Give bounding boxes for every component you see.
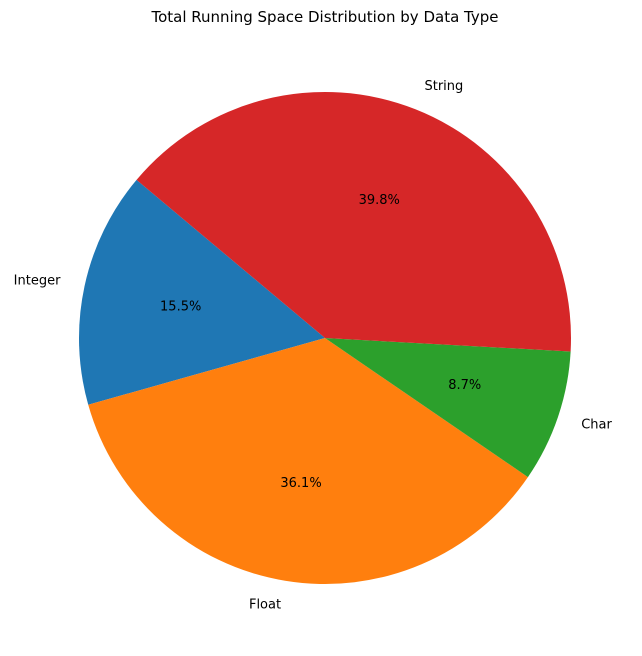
pct-label-float: 36.1%: [280, 476, 321, 491]
pct-label-integer: 15.5%: [160, 299, 201, 314]
pie-labels: Integer 15.5% Float 36.1% Char 8.7% String 39.8…: [14, 79, 613, 613]
pie-slice-integer: [78, 179, 325, 405]
pie-slice-float: [88, 338, 528, 585]
slice-label-float: Float: [249, 598, 281, 613]
pie-slice-string: [136, 91, 571, 352]
slice-label-string: String: [424, 79, 463, 94]
pct-label-string: 39.8%: [359, 193, 400, 208]
chart-title: Total Running Space Distribution by Data…: [151, 8, 499, 26]
slice-label-integer: Integer: [14, 274, 61, 289]
pct-label-char: 8.7%: [448, 378, 481, 393]
pie-slice-char: [325, 338, 571, 478]
slice-label-char: Char: [581, 418, 612, 433]
pie-slices: [78, 91, 571, 585]
